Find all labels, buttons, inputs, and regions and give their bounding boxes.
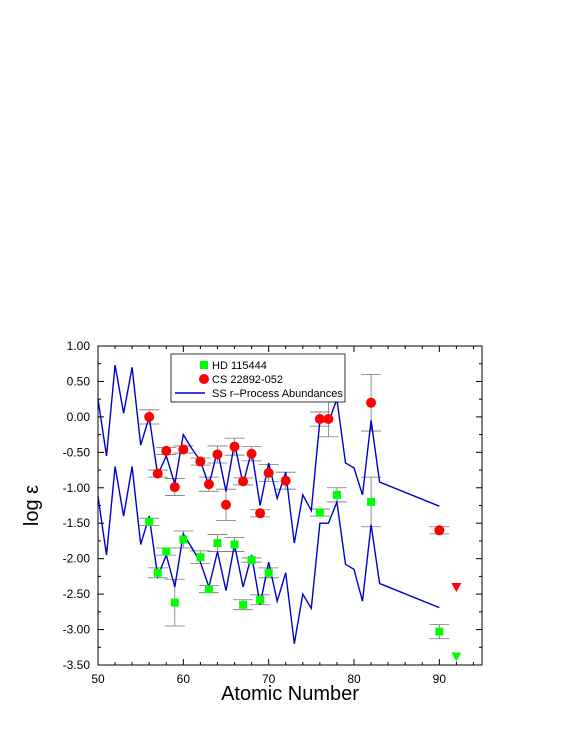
- point-cs-22892-052: [152, 468, 163, 479]
- point-cs-22892-052: [323, 414, 334, 425]
- point-cs-22892-052: [255, 508, 266, 519]
- legend: HD 115444 CS 22892-052 SS r–Process Abun…: [170, 353, 346, 403]
- upper-limit-cs-22892-052: [451, 583, 462, 593]
- point-hd-115444: [204, 585, 213, 594]
- y-tick-label: -3.00: [63, 623, 91, 637]
- legend-label-cs-22892-052: CS 22892-052: [212, 374, 283, 386]
- point-cs-22892-052: [246, 448, 257, 459]
- point-cs-22892-052: [238, 476, 249, 487]
- x-tick-label: 90: [433, 672, 447, 686]
- error-bars: [139, 373, 450, 640]
- legend-marker-cs-22892-052: [199, 374, 209, 384]
- point-hd-115444: [239, 600, 248, 609]
- point-cs-22892-052: [178, 444, 189, 455]
- point-cs-22892-052: [212, 449, 223, 460]
- legend-marker-hd-115444: [200, 361, 208, 369]
- x-tick-label: 50: [91, 672, 105, 686]
- point-cs-22892-052: [263, 467, 274, 478]
- point-hd-115444: [145, 517, 154, 526]
- x-axis-title: Atomic Number: [221, 683, 359, 705]
- point-cs-22892-052: [229, 441, 240, 452]
- y-tick-label: 1.00: [67, 339, 91, 353]
- ss-r-process-line-2: [97, 466, 440, 644]
- y-tick-label: -2.50: [63, 587, 91, 601]
- y-tick-label: 0.50: [67, 374, 91, 388]
- legend-label-hd-115444: HD 115444: [212, 360, 267, 372]
- point-cs-22892-052: [314, 414, 325, 425]
- point-hd-115444: [256, 595, 265, 604]
- point-cs-22892-052: [203, 479, 214, 490]
- point-hd-115444: [213, 539, 222, 548]
- y-tick-label: -0.50: [63, 445, 91, 459]
- point-cs-22892-052: [161, 445, 172, 456]
- axis-tick-labels: 50 60 70 80 90 1.00 0.50 0.00 -0.50 -1.00 -1.50 -2.…: [63, 339, 447, 686]
- upper-limit-hd-115444: [451, 652, 462, 662]
- y-tick-label: -2.00: [63, 552, 91, 566]
- point-hd-115444: [247, 556, 256, 565]
- y-tick-label: -1.50: [63, 516, 91, 530]
- ss-r-process-curves: [97, 364, 440, 644]
- point-hd-115444: [264, 568, 273, 577]
- point-cs-22892-052: [221, 499, 231, 510]
- axis-ticks: [97, 345, 482, 666]
- point-hd-115444: [179, 535, 188, 544]
- point-hd-115444: [162, 547, 171, 556]
- y-axis-title: log ε: [21, 485, 43, 526]
- x-tick-label: 60: [177, 672, 191, 686]
- legend-label-ss-r-process: SS r–Process Abundances: [212, 388, 343, 400]
- point-hd-115444: [230, 540, 239, 549]
- point-cs-22892-052: [434, 525, 445, 536]
- point-hd-115444: [332, 490, 341, 499]
- point-hd-115444: [196, 553, 205, 562]
- point-hd-115444: [170, 598, 179, 607]
- point-cs-22892-052: [280, 475, 291, 486]
- point-cs-22892-052: [169, 482, 180, 493]
- data-markers: [144, 397, 462, 662]
- x-tick-label: 70: [262, 672, 276, 686]
- point-cs-22892-052: [144, 411, 155, 422]
- x-tick-label: 80: [347, 672, 361, 686]
- point-hd-115444: [435, 627, 444, 636]
- point-hd-115444: [153, 568, 162, 577]
- point-hd-115444: [367, 497, 376, 506]
- point-hd-115444: [315, 508, 324, 517]
- point-cs-22892-052: [366, 397, 377, 408]
- y-tick-label: 0.00: [67, 410, 91, 424]
- y-tick-label: -3.50: [63, 658, 91, 672]
- y-tick-label: -1.00: [63, 481, 91, 495]
- point-cs-22892-052: [195, 456, 206, 467]
